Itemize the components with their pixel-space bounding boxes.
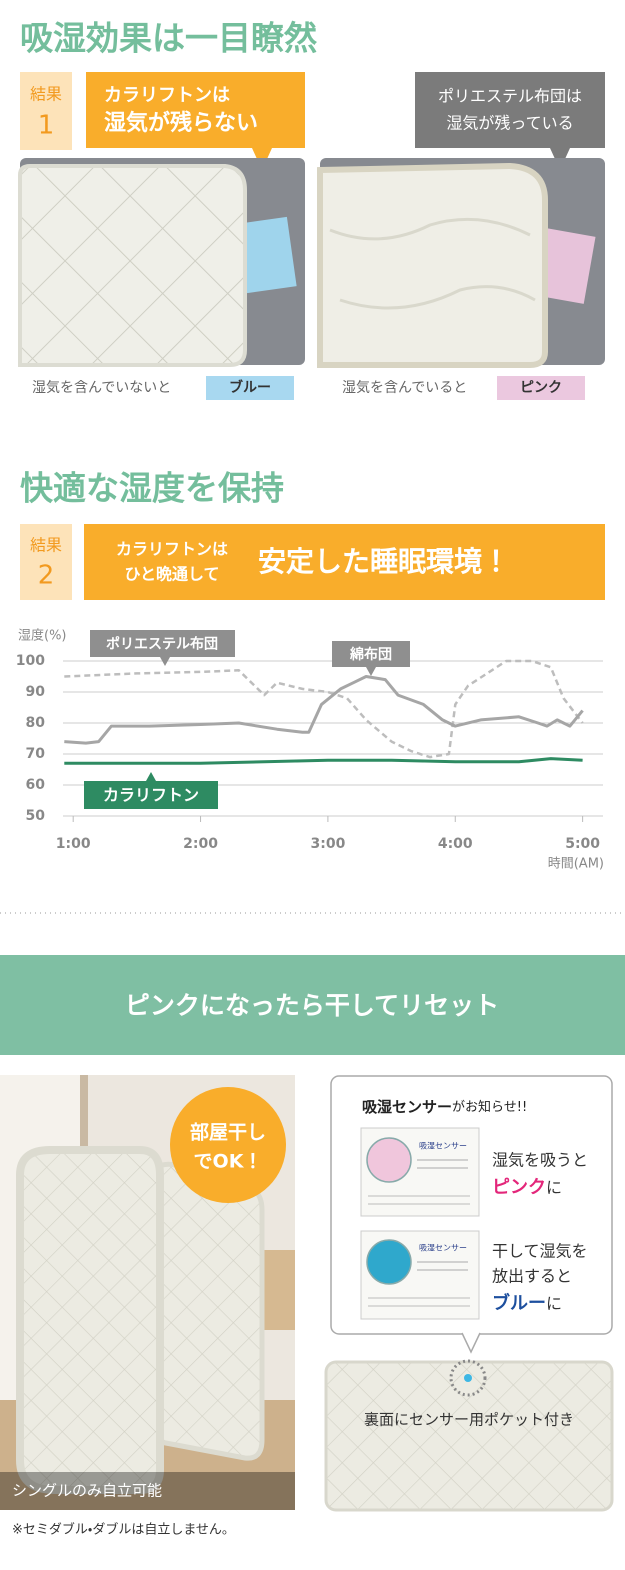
humidity-chart: 湿度(%) 時間(AM) 50 60 70 80 90 100 1:00 2:00 3:00 4:00… <box>16 628 604 872</box>
x-axis-label: 時間(AM) <box>548 857 604 872</box>
sensor-card-pink <box>360 1127 480 1217</box>
sensor-title: 吸湿センサーがお知らせ!! <box>362 1098 527 1116</box>
card-label: 吸湿センサー <box>419 1142 467 1151</box>
series-line <box>64 659 584 759</box>
x-tick-label: 1:00 <box>56 836 91 852</box>
y-tick-label: 90 <box>26 684 46 700</box>
x-tick-label: 4:00 <box>438 836 473 852</box>
callout-text: 湿気が残らない <box>104 110 258 136</box>
banner <box>0 955 625 1055</box>
x-tick-label: 5:00 <box>565 836 600 852</box>
badge-text: ブルー <box>229 379 271 396</box>
y-tick-label: 70 <box>26 746 46 762</box>
caption: 湿気を含んでいないと <box>32 380 171 396</box>
result-box <box>20 524 72 600</box>
result-number: 2 <box>38 561 55 591</box>
series-label-box <box>90 630 235 657</box>
section-title: 快適な湿度を保持 <box>20 469 284 508</box>
banner-text: カラリフトンは <box>116 540 228 559</box>
sensor-card-blue <box>360 1230 480 1320</box>
y-tick-label: 100 <box>16 653 45 669</box>
caption: 湿気を含んでいると <box>342 380 467 396</box>
y-tick-label: 50 <box>26 808 46 824</box>
series-label-pointer <box>160 657 170 666</box>
color-badge <box>497 376 585 400</box>
result-label: 結果 <box>30 536 62 555</box>
y-tick-label: 60 <box>26 777 46 793</box>
y-tick-label: 80 <box>26 715 46 731</box>
callout-box <box>86 72 305 148</box>
badge-text: 部屋干し <box>190 1122 266 1144</box>
series-label: カラリフトン <box>103 786 199 805</box>
banner-text-large: 安定した睡眠環境！ <box>258 545 510 578</box>
series-label: 綿布団 <box>349 646 392 663</box>
series-label: ポリエステル布団 <box>106 636 218 653</box>
banner <box>84 524 605 600</box>
callout-box <box>415 72 605 148</box>
callout-text: 湿気が残っている <box>446 114 573 133</box>
photo-wet-futon <box>317 158 605 368</box>
series-label-pointer <box>366 667 376 676</box>
sensor-title-rest: がお知らせ!! <box>452 1099 527 1115</box>
series-line <box>64 675 584 745</box>
sensor-text: ブルーに <box>492 1292 562 1314</box>
sensor-text: 放出すると <box>492 1267 572 1286</box>
x-tick-label: 3:00 <box>310 836 345 852</box>
banner-text: ひと晩通して <box>124 565 219 584</box>
sensor-text: 湿気を吸うと <box>492 1151 588 1170</box>
x-tick-label: 2:00 <box>183 836 218 852</box>
series-label-pointer <box>146 772 156 781</box>
result-number: 1 <box>38 111 55 141</box>
futon-caption: 裏面にセンサー用ポケット付き <box>364 1411 574 1429</box>
series-line <box>64 757 583 765</box>
photo-standing-futon <box>0 1075 295 1510</box>
sensor-text: 干して湿気を <box>492 1242 588 1261</box>
badge-text: ピンク <box>520 380 562 396</box>
card-label: 吸湿センサー <box>419 1244 467 1253</box>
callout-text: ポリエステル布団は <box>438 87 582 106</box>
result-label: 結果 <box>30 85 62 104</box>
banner-text: ピンクになったら干してリセット <box>125 991 499 1020</box>
sensor-color-word: ブルー <box>492 1292 546 1314</box>
sensor-pointer <box>461 1332 481 1354</box>
series-label-box <box>84 781 218 809</box>
photo-dry-futon <box>18 158 305 367</box>
series-label-box <box>332 641 410 667</box>
sensor-title-bold: 吸湿センサー <box>362 1098 452 1116</box>
sensor-suffix: に <box>546 1294 562 1313</box>
sensor-suffix: に <box>546 1178 562 1197</box>
section-title: 吸湿効果は一目瞭然 <box>20 19 318 58</box>
photo-caption: シングルのみ自立可能 <box>12 1482 162 1500</box>
badge-circle <box>170 1087 286 1203</box>
badge-text: でOK！ <box>194 1151 263 1173</box>
sensor-text: ピンクに <box>492 1177 562 1198</box>
color-badge <box>206 376 294 400</box>
sensor-color-word: ピンク <box>492 1177 546 1198</box>
note: ※セミダブル・ダブルは自立しません。 <box>12 1522 235 1538</box>
callout-text: カラリフトンは <box>104 85 230 106</box>
result-box <box>20 72 72 150</box>
y-axis-label: 湿度(%) <box>18 628 67 644</box>
futon-back <box>324 1359 614 1512</box>
